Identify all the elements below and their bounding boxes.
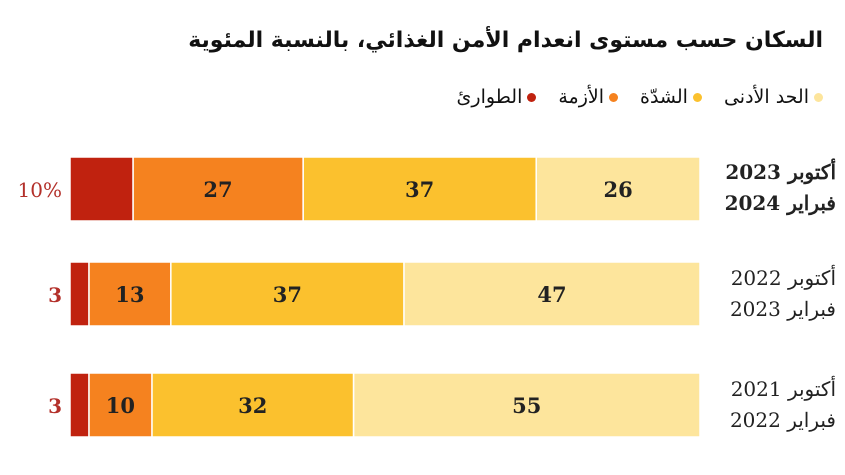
legend-label: الطوارئ xyxy=(456,86,523,108)
chart-subtitle: السكان حسب مستوى انعدام الأمن الغذائي، ب… xyxy=(188,28,823,53)
row-label-line: أكتوبر 2021 xyxy=(730,377,836,401)
row-label-line: فبراير 2024 xyxy=(724,191,836,215)
legend-item-minimal: الحد الأدنى xyxy=(724,86,823,108)
legend-swatch xyxy=(814,92,823,102)
data-label: 32 xyxy=(238,393,267,418)
bar-segment xyxy=(88,372,153,438)
row-label-line: أكتوبر 2022 xyxy=(730,266,836,290)
data-label: 47 xyxy=(537,282,566,307)
row-label: أكتوبر 2023 فبراير 2024 xyxy=(708,157,836,219)
legend-swatch xyxy=(527,92,537,102)
row-label-line: أكتوبر 2023 xyxy=(725,160,836,184)
data-label: 26 xyxy=(603,177,632,202)
legend-item-emergency: الطوارئ xyxy=(457,86,537,108)
emergency-data-label: 3 xyxy=(48,283,62,307)
bar-segment xyxy=(302,156,537,222)
legend-item-crisis: الأزمة xyxy=(558,86,618,108)
data-label: 55 xyxy=(512,393,541,418)
emergency-data-label: 3 xyxy=(48,394,62,418)
bar-segment xyxy=(352,372,701,438)
bar-segment xyxy=(535,156,701,222)
row-label: أكتوبر 2021 فبراير 2022 xyxy=(708,374,836,436)
bar-segment xyxy=(69,372,90,438)
bar-segment xyxy=(132,156,304,222)
row-label-line: فبراير 2023 xyxy=(729,297,836,321)
legend: الحد الأدنى الشدّة الأزمة الطوارئ xyxy=(457,86,823,108)
data-label: 37 xyxy=(273,282,302,307)
row-label: أكتوبر 2022 فبراير 2023 xyxy=(708,263,836,325)
bar-segment xyxy=(88,261,172,327)
legend-label: الأزمة xyxy=(558,86,604,108)
data-label: 10 xyxy=(106,393,135,418)
bar-segment xyxy=(403,261,701,327)
legend-swatch xyxy=(692,92,702,102)
bar-segment xyxy=(170,261,405,327)
legend-item-stressed: الشدّة xyxy=(640,86,702,108)
bar-segment xyxy=(151,372,355,438)
data-label: 13 xyxy=(115,282,144,307)
bar-segment xyxy=(69,261,90,327)
bar-segment xyxy=(69,156,134,222)
data-label: 27 xyxy=(203,177,232,202)
legend-label: الحد الأدنى xyxy=(723,86,809,108)
data-label: 37 xyxy=(405,177,434,202)
emergency-data-label: 10% xyxy=(18,178,62,202)
legend-swatch xyxy=(609,92,618,102)
row-label-line: فبراير 2022 xyxy=(729,408,836,432)
legend-label: الشدّة xyxy=(640,86,688,108)
